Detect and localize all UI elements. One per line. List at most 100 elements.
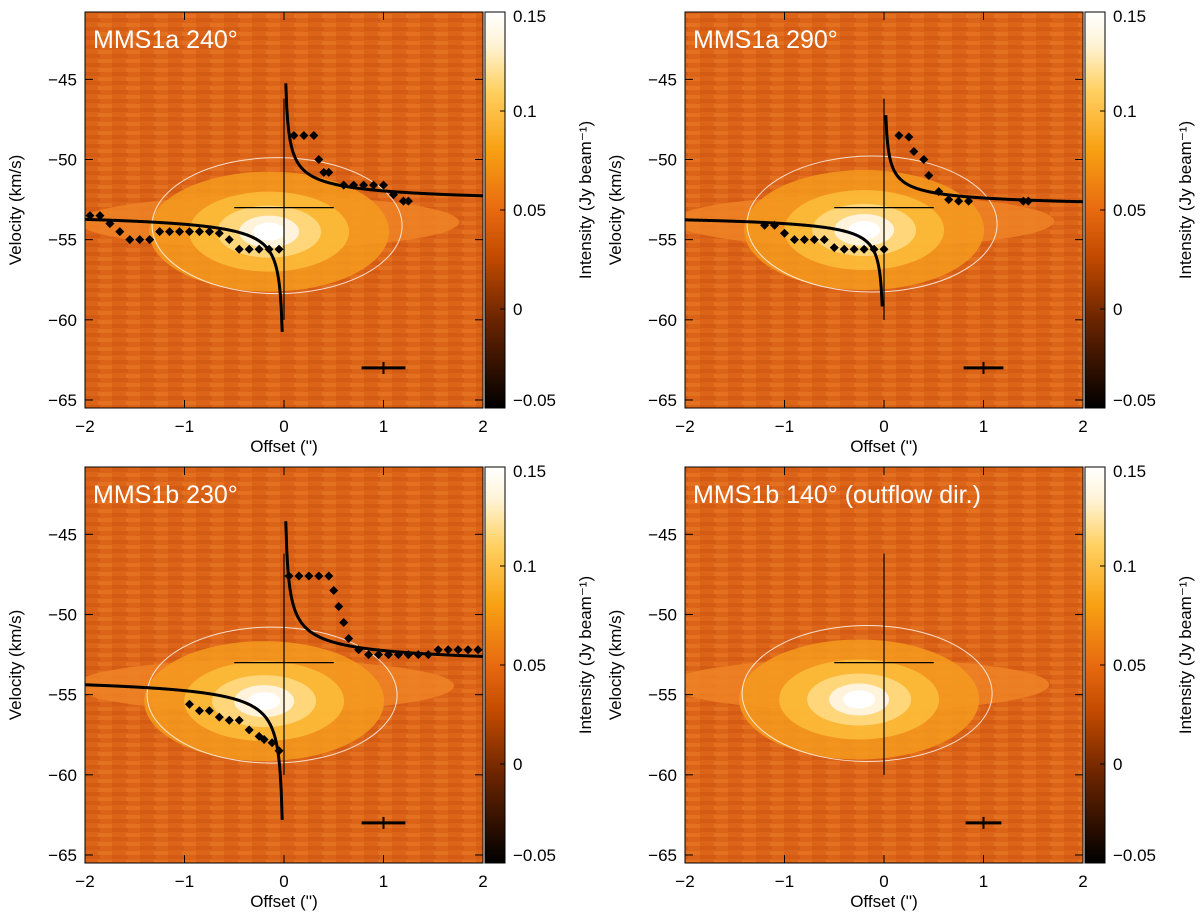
heatmap — [85, 12, 483, 408]
x-tick-label: −2 — [675, 872, 694, 891]
data-point-22 — [155, 227, 165, 237]
data-point-23 — [184, 699, 194, 709]
y-tick-label: −45 — [48, 70, 77, 89]
data-point-30 — [234, 244, 244, 254]
data-point-4 — [314, 154, 324, 164]
x-tick-label: −1 — [775, 872, 794, 891]
heatmap — [85, 467, 483, 863]
panels-container: MMS1a 240° −2 −1 0 1 2 Offset ('') −45 −50 −55 −60… — [6, 7, 1195, 911]
data-point-21 — [463, 645, 473, 655]
data-point-15 — [789, 235, 799, 245]
data-point-27 — [204, 227, 214, 237]
data-point-24 — [194, 706, 204, 716]
data-point-1 — [284, 571, 294, 581]
heatmap — [685, 467, 1083, 863]
emission-layer-6 — [843, 690, 876, 709]
data-point-16 — [95, 211, 105, 221]
data-point-12 — [760, 220, 770, 230]
colorbar-tick-label: 0 — [513, 755, 522, 774]
data-point-31 — [244, 244, 254, 254]
data-point-19 — [443, 645, 453, 655]
data-point-5 — [924, 171, 934, 181]
panel-title: MMS1a 290° — [693, 26, 838, 54]
data-point-7 — [339, 180, 349, 190]
data-point-18 — [433, 645, 443, 655]
emission-layer-6 — [248, 692, 281, 711]
y-tick-label: −45 — [48, 525, 77, 544]
colorbar-tick-label: −0.05 — [513, 391, 556, 410]
data-point-8 — [339, 618, 349, 628]
data-point-14 — [403, 196, 413, 206]
x-axis-label: Offset ('') — [250, 437, 318, 456]
x-axis-label: Offset ('') — [250, 892, 318, 911]
x-tick-label: 2 — [478, 872, 487, 891]
data-point-18 — [819, 235, 829, 245]
x-tick-label: −1 — [175, 872, 194, 891]
colorbar-tick-label: 0 — [1113, 300, 1122, 319]
y-tick-label: −60 — [48, 766, 77, 785]
data-point-2 — [299, 130, 309, 140]
data-point-17 — [809, 235, 819, 245]
panel-title: MMS1b 140° (outflow dir.) — [693, 481, 981, 509]
data-point-9 — [964, 196, 974, 206]
data-point-7 — [334, 601, 344, 611]
data-point-3 — [304, 571, 314, 581]
data-point-9 — [359, 180, 369, 190]
data-point-18 — [115, 227, 125, 237]
y-tick-label: −60 — [48, 311, 77, 330]
y-tick-label: −55 — [48, 231, 77, 250]
data-point-14 — [393, 650, 403, 660]
kepler-fit-redshifted — [884, 115, 1083, 204]
y-tick-label: −55 — [48, 686, 77, 705]
x-axis-label: Offset ('') — [850, 892, 918, 911]
y-tick-label: −45 — [648, 70, 677, 89]
data-point-3 — [909, 146, 919, 156]
y-tick-label: −50 — [48, 605, 77, 624]
data-point-29 — [244, 725, 254, 735]
data-point-26 — [194, 227, 204, 237]
x-tick-label: 2 — [1078, 872, 1087, 891]
data-point-9 — [344, 634, 354, 644]
data-point-26 — [214, 712, 224, 722]
data-point-31 — [259, 735, 269, 745]
data-point-27 — [224, 715, 234, 725]
colorbar-tick-label: −0.05 — [1113, 846, 1156, 865]
y-tick-label: −60 — [648, 311, 677, 330]
panel-3: MMS1b 230° −2 −1 0 1 2 Offset ('') −45 −50 −55 −60… — [6, 462, 595, 911]
colorbar-tick-label: 0.1 — [513, 557, 537, 576]
data-point-32 — [267, 738, 277, 748]
data-point-6 — [329, 585, 339, 595]
colorbar-label: Intensity (Jy beam⁻¹) — [1176, 121, 1195, 279]
data-point-11 — [1023, 196, 1033, 206]
data-point-10 — [354, 645, 364, 655]
data-point-19 — [125, 235, 135, 245]
panel-2: MMS1a 290° −2 −1 0 1 2 Offset ('') −45 −50 −55 −60… — [606, 7, 1195, 456]
x-tick-label: 1 — [979, 417, 988, 436]
data-point-32 — [254, 244, 264, 254]
heatmap — [685, 12, 1083, 408]
colorbar-tick-label: 0.15 — [513, 462, 546, 481]
data-point-17 — [105, 219, 115, 229]
y-tick-label: −55 — [648, 231, 677, 250]
data-point-24 — [175, 227, 185, 237]
data-point-11 — [379, 180, 388, 190]
data-point-13 — [770, 220, 780, 230]
x-tick-label: 0 — [279, 872, 288, 891]
data-point-20 — [135, 235, 145, 245]
data-point-29 — [224, 235, 234, 245]
colorbar-tick-label: 0.1 — [513, 102, 537, 121]
data-point-3 — [309, 130, 319, 140]
x-tick-label: 0 — [279, 417, 288, 436]
data-point-23 — [165, 227, 175, 237]
y-tick-label: −65 — [48, 391, 77, 410]
data-point-14 — [780, 228, 789, 238]
x-tick-label: 1 — [379, 872, 388, 891]
colorbar-tick-label: 0.05 — [513, 201, 546, 220]
data-point-25 — [204, 706, 214, 716]
colorbar-tick-label: −0.05 — [513, 846, 556, 865]
y-axis-label: Velocity (km/s) — [606, 610, 625, 721]
colorbar-tick-label: 0.15 — [1113, 7, 1146, 26]
x-tick-label: 2 — [478, 417, 487, 436]
y-tick-label: −50 — [48, 150, 77, 169]
data-point-13 — [383, 650, 393, 660]
